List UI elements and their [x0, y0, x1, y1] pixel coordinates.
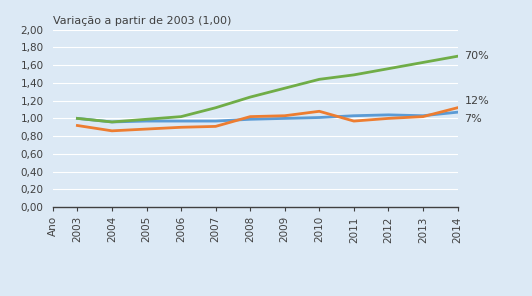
Text: Variação a partir de 2003 (1,00): Variação a partir de 2003 (1,00) — [53, 16, 231, 26]
Text: 70%: 70% — [464, 51, 489, 61]
Text: 7%: 7% — [464, 114, 482, 124]
Text: 12%: 12% — [464, 96, 489, 106]
